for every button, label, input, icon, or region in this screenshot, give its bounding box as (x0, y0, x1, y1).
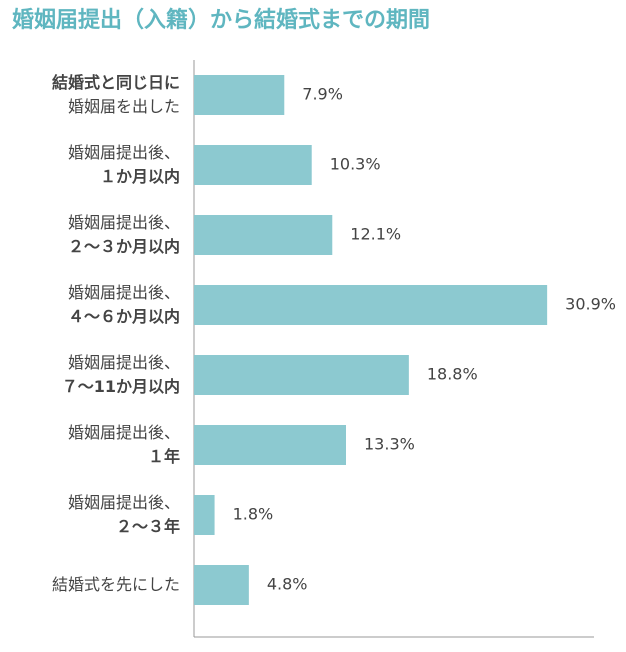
bar (194, 565, 249, 605)
value-label: 4.8% (267, 575, 308, 594)
y-tick-label: 婚姻届提出後、 １か月以内 (67, 143, 180, 186)
bar (194, 495, 215, 535)
y-tick-label: 婚姻届提出後、 １年 (67, 423, 180, 466)
y-tick-label: 結婚式と同じ日に 婚姻届を出した (51, 73, 180, 116)
bar (194, 285, 548, 325)
y-tick-label: 婚姻届提出後、 ４～６か月以内 (67, 283, 180, 326)
value-label: 7.9% (302, 85, 343, 104)
y-tick-label: 婚姻届提出後、 ２～３か月以内 (67, 213, 180, 256)
y-tick-label: 婚姻届提出後、 ７～11か月以内 (61, 353, 180, 396)
value-label: 18.8% (427, 365, 478, 384)
value-label: 1.8% (233, 505, 274, 524)
y-tick-label: 婚姻届提出後、 ２～３年 (67, 493, 180, 536)
value-label: 30.9% (565, 295, 616, 314)
bar (194, 215, 333, 255)
bar (194, 145, 312, 185)
value-label: 10.3% (330, 155, 381, 174)
bar (194, 355, 409, 395)
y-tick-label: 結婚式を先にした (51, 575, 180, 594)
value-label: 13.3% (364, 435, 415, 454)
chart-title: 婚姻届提出（入籍）から結婚式までの期間 (12, 8, 431, 33)
bar (194, 425, 346, 465)
bar (194, 75, 285, 115)
value-label: 12.1% (350, 225, 401, 244)
